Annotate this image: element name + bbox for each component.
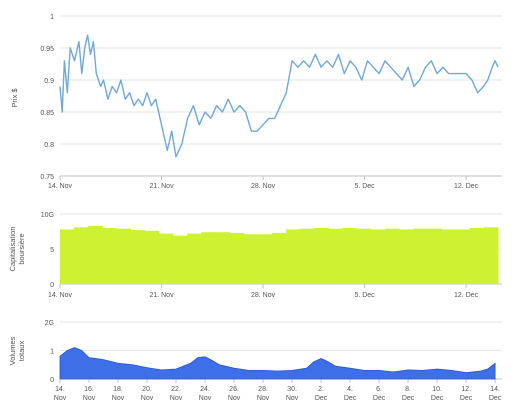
vol-x-tick-label: 8.Dec: [402, 386, 415, 402]
vol-y-tick-label: 2G: [45, 320, 54, 327]
vol-x-tick-label: 16.Nov: [83, 386, 96, 402]
vol-x-tick-label: 14.Dec: [489, 386, 502, 402]
mcap-y-tick-label: 10G: [41, 212, 54, 219]
mcap-bar: [244, 234, 259, 284]
vol-x-tick-label: 18.Nov: [112, 386, 125, 402]
vol-x-tick-label: 4.Dec: [344, 386, 357, 402]
price-y-tick-label: 0.9: [44, 78, 54, 85]
mcap-x-tick-label: 14. Nov: [48, 292, 73, 299]
vol-x-tick-label: 10.Dec: [431, 386, 444, 402]
mcap-y-tick-label: 5: [50, 247, 54, 254]
price-x-tick-label: 14. Nov: [48, 183, 73, 190]
mcap-y-axis-label: Capitalisationboursière: [8, 226, 26, 271]
vol-y-axis-label: Volumestotaux: [8, 336, 26, 365]
mcap-bar: [173, 236, 188, 284]
mcap-bar: [329, 229, 344, 284]
vol-x-tick-label: 30.Nov: [286, 386, 299, 402]
mcap-bar: [286, 229, 301, 284]
mcap-bar: [385, 229, 400, 284]
vol-x-tick-label: 20.Nov: [141, 386, 154, 402]
mcap-bar: [230, 233, 245, 284]
mcap-bar: [187, 234, 202, 284]
vol-y-tick-label: 0: [50, 377, 54, 384]
mcap-bar: [88, 226, 103, 284]
vol-x-tick-label: 12.Dec: [460, 386, 473, 402]
mcap-bar: [399, 229, 414, 284]
price-y-tick-label: 1: [50, 14, 54, 21]
mcap-bar: [258, 234, 273, 284]
mcap-bar: [456, 229, 471, 284]
mcap-bar: [413, 229, 428, 284]
mcap-bar: [371, 229, 386, 284]
vol-x-tick-label: 14.Nov: [54, 386, 67, 402]
mcap-bar: [74, 227, 89, 284]
mcap-bar: [60, 229, 75, 284]
vol-x-tick-label: 26.Nov: [228, 386, 241, 402]
price-x-tick-label: 28. Nov: [251, 183, 276, 190]
price-y-tick-label: 0.8: [44, 142, 54, 149]
vol-x-tick-label: 28.Nov: [257, 386, 270, 402]
mcap-bar: [272, 233, 287, 284]
volume-area: [60, 348, 495, 379]
price-x-tick-label: 12. Dec: [454, 183, 479, 190]
mcap-bar: [314, 228, 329, 284]
price-y-tick-label: 0.85: [40, 110, 54, 117]
vol-x-tick-label: 6.Dec: [373, 386, 386, 402]
mcap-bar: [484, 227, 499, 284]
vol-x-tick-label: 22.Nov: [170, 386, 183, 402]
mcap-bar: [300, 229, 315, 284]
mcap-x-tick-label: 5. Dec: [354, 292, 375, 299]
mcap-bar: [145, 231, 160, 284]
mcap-bar: [131, 230, 146, 284]
mcap-bar: [470, 228, 485, 284]
mcap-bar: [357, 229, 372, 284]
price-series-line: [60, 35, 498, 157]
mcap-bar: [102, 228, 117, 284]
vol-x-tick-label: 2.Dec: [315, 386, 328, 402]
mcap-bar: [343, 228, 358, 284]
mcap-bar: [442, 229, 457, 284]
price-y-axis-label: Prix $: [10, 88, 19, 108]
mcap-x-tick-label: 21. Nov: [149, 292, 174, 299]
price-x-tick-label: 5. Dec: [354, 183, 375, 190]
price-x-tick-label: 21. Nov: [149, 183, 174, 190]
mcap-bar: [201, 232, 216, 284]
mcap-x-tick-label: 28. Nov: [251, 292, 276, 299]
price-y-tick-label: 0.95: [40, 46, 54, 53]
mcap-bar: [427, 229, 442, 284]
mcap-bar: [159, 234, 174, 284]
mcap-bar: [117, 229, 132, 284]
vol-y-tick-label: 1: [50, 349, 54, 356]
mcap-x-tick-label: 12. Dec: [454, 292, 479, 299]
price-y-tick-label: 0.75: [40, 174, 54, 181]
mcap-y-tick-label: 0: [50, 282, 54, 289]
mcap-bar: [215, 232, 230, 284]
vol-x-tick-label: 24.Nov: [199, 386, 212, 402]
